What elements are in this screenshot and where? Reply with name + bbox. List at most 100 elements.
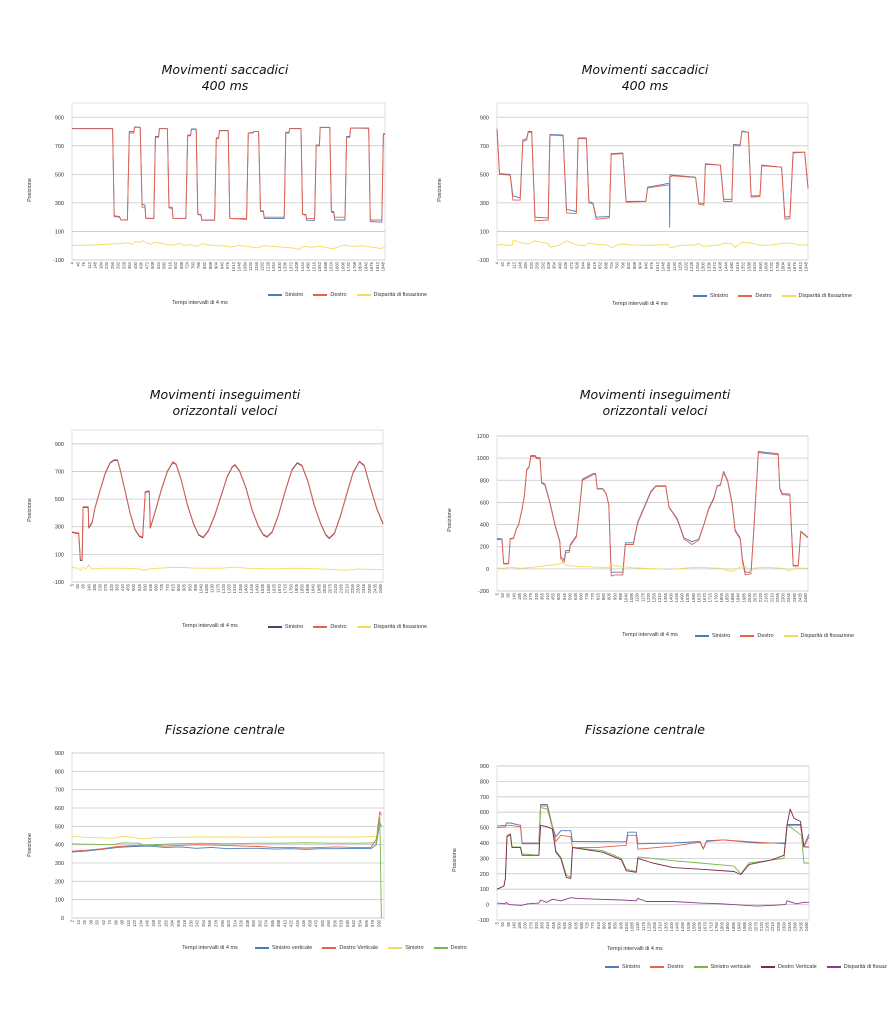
x-tick-label: 1552	[317, 261, 322, 271]
legend-item: Destro Verticale	[322, 945, 378, 951]
x-tick-label: 2120	[333, 583, 338, 593]
legend-label: Destro	[757, 633, 774, 639]
x-tick-label: 140	[511, 592, 516, 600]
x-tick-label: 905	[607, 921, 612, 929]
legend-item: Destro	[433, 945, 467, 951]
x-tick-label: 1130	[635, 592, 640, 602]
y-tick-label: 100	[55, 552, 64, 558]
x-tick-label: 1588	[746, 261, 751, 271]
series-line-destro	[71, 459, 384, 561]
x-tick-label: 1985	[741, 592, 746, 602]
x-tick-label: 1912	[375, 261, 380, 271]
x-tick-label: 2435	[797, 592, 802, 602]
x-tick-label: 2435	[798, 921, 803, 931]
x-tick-label: 500	[131, 583, 136, 591]
x-tick-label: 400	[557, 261, 562, 269]
x-tick-label: 1310	[657, 592, 662, 602]
x-tick-label: 434	[295, 919, 300, 927]
plot-area	[71, 102, 386, 261]
legend-label: Destro Verticale	[339, 945, 379, 951]
x-tick-label: 230	[523, 921, 528, 929]
x-tick-label: 1300	[277, 261, 282, 271]
y-tick-label: -200	[478, 589, 489, 595]
x-tick-label: 2435	[372, 583, 377, 593]
x-tick-label: 1804	[781, 261, 786, 271]
x-tick-label: 1336	[283, 261, 288, 271]
y-tick-label: 800	[480, 478, 489, 484]
x-tick-label: 940	[643, 261, 648, 269]
y-tick-label: 900	[55, 115, 64, 121]
legend-item: Sinistro verticale	[255, 945, 312, 951]
x-tick-label: 1444	[300, 261, 305, 271]
x-tick-label: 1516	[311, 261, 316, 271]
x-tick-label: 62	[101, 919, 106, 924]
x-tick-label: 1732	[769, 261, 774, 271]
y-tick-label: 100	[480, 887, 489, 893]
x-tick-label: 1355	[238, 583, 243, 593]
x-tick-label: 815	[596, 921, 601, 929]
x-tick-label: 566	[364, 919, 369, 927]
x-tick-label: 275	[103, 583, 108, 591]
x-tick-label: 86	[113, 919, 118, 924]
legend-label: Sinistro	[710, 293, 729, 299]
x-tick-label: 1660	[758, 261, 763, 271]
x-tick-label: 680	[154, 583, 159, 591]
x-tick-label: 410	[120, 583, 125, 591]
x-axis-title: Tempi intervalli di 4 ms	[172, 300, 228, 306]
x-tick-label: 1336	[706, 261, 711, 271]
x-tick-label: 50	[500, 592, 505, 597]
y-axis-title: Posizione	[27, 498, 33, 522]
x-tick-label: 1490	[680, 592, 685, 602]
legend-item: Sinistro	[695, 633, 730, 639]
x-tick-label: 995	[618, 592, 623, 600]
x-tick-label: 1408	[718, 261, 723, 271]
x-tick-label: 1228	[689, 261, 694, 271]
legend-label: Disparità di fissazione	[373, 292, 428, 298]
y-tick-label: 700	[55, 788, 64, 794]
x-tick-label: 1940	[736, 592, 741, 602]
legend-swatch	[695, 635, 709, 637]
y-tick-label: 500	[480, 826, 489, 832]
x-tick-label: 725	[585, 921, 590, 929]
y-tick-label: 300	[55, 201, 64, 207]
x-tick-label: 616	[167, 261, 172, 269]
x-tick-label: 1220	[646, 592, 651, 602]
x-tick-label: 530	[345, 919, 350, 927]
x-tick-label: 1444	[723, 261, 728, 271]
x-tick-label: 1805	[719, 592, 724, 602]
x-tick-label: 338	[245, 919, 250, 927]
chart-title-line: orizzontali veloci	[172, 403, 278, 418]
x-tick-label: 1760	[713, 592, 718, 602]
x-tick-label: 506	[332, 919, 337, 927]
legend-swatch	[313, 626, 328, 628]
x-tick-label: 868	[632, 261, 637, 269]
x-tick-label: 112	[87, 261, 92, 268]
x-tick-label: 74	[107, 919, 112, 924]
x-tick-label: 2390	[367, 583, 372, 593]
x-tick-label: 1120	[672, 261, 677, 271]
x-tick-label: 184	[523, 261, 528, 269]
y-tick-label: 300	[480, 856, 489, 862]
legend-swatch	[650, 966, 665, 968]
chart-title-line: orizzontali veloci	[602, 403, 708, 418]
x-tick-label: 364	[127, 261, 132, 269]
x-tick-label: 5	[495, 592, 500, 595]
x-tick-label: 1490	[255, 583, 260, 593]
chart-2: -100 100 300 500 700 900 4 40 76 112 148 184 220 256 2…	[478, 102, 809, 271]
x-tick-label: 1535	[685, 592, 690, 602]
x-tick-label: 220	[529, 261, 534, 269]
x-tick-label: 472	[569, 261, 574, 269]
legend-swatch	[740, 635, 755, 637]
x-tick-label: 905	[607, 592, 612, 600]
legend-label: Destro	[450, 945, 467, 951]
x-tick-label: 482	[320, 919, 325, 927]
x-tick-label: 122	[132, 919, 137, 927]
x-tick-label: 50	[75, 583, 80, 588]
x-tick-label: 365	[540, 921, 545, 929]
x-tick-label: 95	[506, 592, 511, 597]
legend-item: Disparità di fissazione	[781, 293, 852, 299]
legend-item: Destro	[313, 624, 347, 630]
legend-label: Disparità di fissazione	[373, 624, 428, 630]
x-tick-label: 1948	[381, 261, 386, 271]
